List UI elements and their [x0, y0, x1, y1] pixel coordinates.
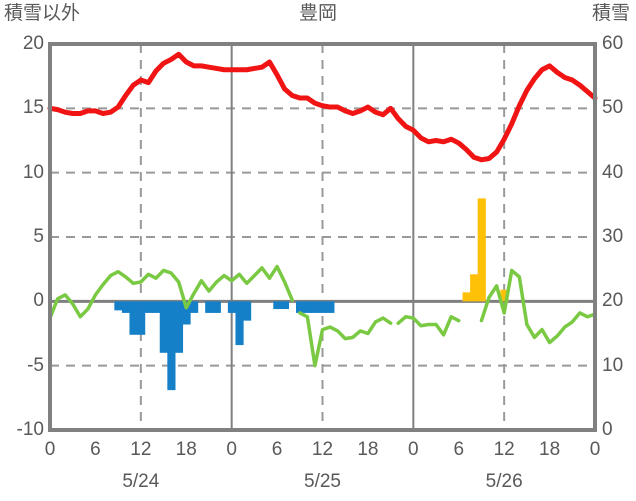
precipitation-bar: [182, 301, 191, 325]
x-axis-date-label: 5/26: [485, 471, 523, 492]
x-axis-date-label: 5/25: [304, 471, 341, 492]
precipitation-bar: [152, 301, 161, 313]
precipitation-bar: [167, 301, 176, 391]
precipitation-bar: [190, 301, 199, 313]
precipitation-bar: [174, 301, 184, 353]
temperature-path: [47, 51, 598, 163]
green-series-line: [48, 264, 597, 368]
plot-border: [48, 42, 597, 432]
y-axis-left-tick: 15: [22, 97, 44, 119]
y-axis-left-tick: -10: [16, 419, 44, 440]
x-axis-tick: 0: [408, 439, 419, 460]
precipitation-bar: [121, 301, 131, 313]
precipitation-bar: [243, 301, 252, 321]
temperature-line: [47, 51, 598, 163]
snow-bar: [470, 274, 479, 302]
x-axis-date-label: 5/24: [122, 471, 160, 492]
page-title: 豊岡: [298, 3, 337, 24]
x-axis-tick: 0: [226, 439, 237, 460]
x-axis-tick: 0: [44, 439, 56, 460]
precipitation-bar: [227, 301, 237, 313]
y-axis-right-tick: 20: [602, 290, 624, 312]
x-axis-tick: 6: [271, 439, 283, 460]
green_series-path: [479, 268, 597, 345]
left-axis-title: 積雪以外: [4, 3, 81, 24]
x-axis-tick: 18: [539, 439, 561, 460]
y-axis-right-tick: 50: [602, 97, 624, 119]
y-axis-left-tick: -5: [27, 354, 44, 376]
precipitation-bar: [129, 301, 138, 335]
y-axis-right-tick: 30: [602, 226, 624, 247]
green_series-path: [48, 264, 294, 320]
precipitation-bars: [114, 301, 335, 391]
snow-bar: [477, 198, 486, 302]
plot-frame: [48, 42, 597, 432]
y-axis-right-tick: 40: [602, 161, 624, 183]
green_series-path: [396, 315, 461, 337]
y-axis-right-tick: 0: [602, 419, 613, 440]
snow-bar: [500, 289, 509, 302]
precipitation-bar: [205, 301, 214, 313]
snow-bar: [462, 292, 471, 302]
precipitation-bar: [144, 301, 153, 313]
y-axis-left-tick: 5: [33, 226, 44, 247]
x-axis-tick: 6: [453, 439, 465, 460]
y-axis-right-tick: 10: [602, 354, 624, 376]
y-axis-left-tick: 10: [22, 161, 44, 183]
snow-bars: [462, 198, 509, 302]
precipitation-bar: [296, 301, 305, 313]
precipitation-bar: [303, 301, 312, 313]
x-axis-tick: 12: [130, 439, 152, 460]
precipitation-bar: [280, 301, 290, 310]
x-axis-tick: 12: [311, 439, 334, 460]
x-axis-tick: 0: [589, 439, 601, 460]
precipitation-bar: [318, 301, 327, 313]
y-axis-right-tick: 60: [602, 33, 624, 54]
x-axis-tick: 18: [175, 439, 197, 460]
precipitation-bar: [137, 301, 146, 335]
precipitation-bar: [159, 301, 168, 353]
green_series-path: [298, 311, 393, 368]
x-axis-tick: 6: [90, 439, 101, 460]
right-axis-title: 積雪: [591, 3, 630, 24]
precipitation-bar: [273, 301, 282, 310]
precipitation-bar: [311, 301, 320, 313]
grid-lines: [50, 44, 595, 430]
precipitation-bar: [114, 301, 123, 311]
x-axis-tick: 12: [493, 439, 515, 460]
precipitation-bar: [212, 301, 221, 313]
y-axis-left-tick: 20: [22, 33, 44, 54]
y-axis-left-tick: 0: [33, 290, 44, 312]
x-axis-tick: 18: [357, 439, 379, 460]
precipitation-bar: [235, 301, 244, 346]
precipitation-bar: [326, 301, 335, 313]
